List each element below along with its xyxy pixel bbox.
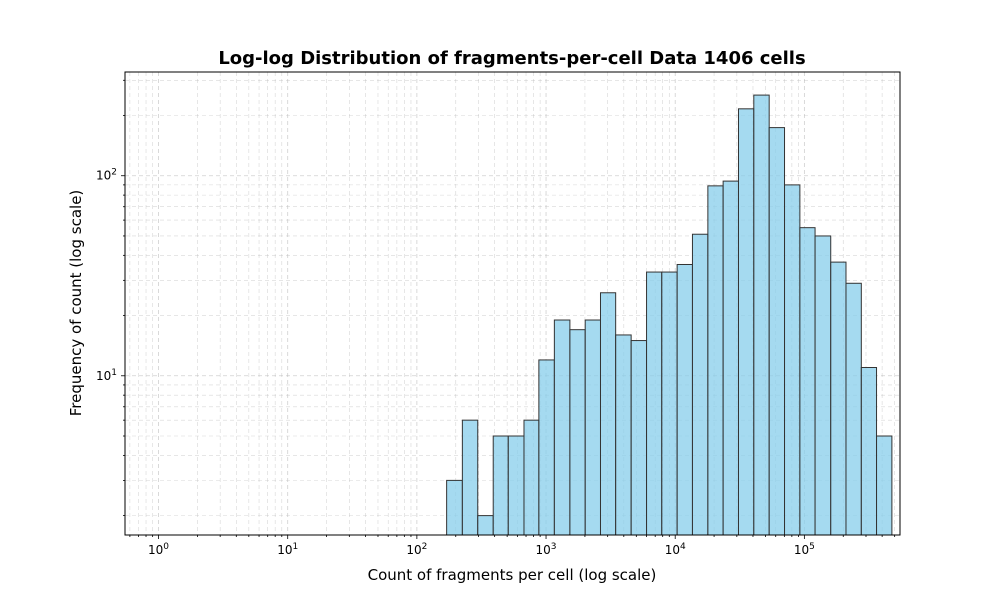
- histogram-bar: [722, 180, 739, 536]
- histogram-bar: [691, 233, 709, 536]
- histogram-bar: [630, 340, 648, 536]
- histogram-bar: [737, 108, 755, 536]
- x-tick-label: 101: [277, 542, 298, 557]
- histogram-bar: [707, 185, 724, 536]
- ticks-layer: 100 101 102 103 104 105 101 102: [96, 79, 896, 557]
- x-tick-label: 105: [794, 542, 815, 557]
- histogram-bar: [446, 479, 463, 536]
- histogram-bar: [569, 329, 586, 536]
- histogram-bar: [784, 184, 801, 536]
- y-tick-label: 102: [96, 168, 117, 183]
- y-tick-label: 101: [96, 368, 117, 383]
- histogram-bar: [615, 334, 632, 536]
- histogram-bar: [860, 367, 878, 536]
- histogram-bar: [538, 359, 555, 536]
- plot-frame: [124, 71, 901, 536]
- histogram-bar: [814, 235, 832, 536]
- histogram-bar: [830, 261, 847, 536]
- histogram-bar: [553, 319, 571, 536]
- histogram-bar: [523, 419, 540, 536]
- histogram-bar: [646, 271, 663, 536]
- histogram-bar: [876, 435, 893, 536]
- chart-title: Log-log Distribution of fragments-per-ce…: [218, 48, 805, 69]
- x-tick-label: 100: [148, 542, 169, 557]
- histogram-bar: [799, 227, 816, 536]
- histogram-bar: [461, 419, 479, 536]
- histogram-bar: [599, 292, 617, 536]
- histogram-bar: [676, 263, 693, 536]
- histogram-bar: [477, 515, 494, 536]
- histogram-bar: [753, 94, 770, 536]
- x-axis-label: Count of fragments per cell (log scale): [368, 566, 657, 584]
- histogram-bar: [492, 435, 509, 536]
- x-tick-label: 102: [406, 542, 427, 557]
- x-tick-label: 103: [536, 542, 557, 557]
- y-axis-label: Frequency of count (log scale): [67, 190, 85, 417]
- x-tick-label: 104: [665, 542, 686, 557]
- histogram-bar: [768, 127, 786, 536]
- histogram-bar: [845, 282, 862, 536]
- histogram-bar: [584, 319, 601, 536]
- bars-layer: [446, 94, 893, 536]
- histogram-bar: [661, 271, 678, 536]
- histogram-bar: [507, 435, 525, 536]
